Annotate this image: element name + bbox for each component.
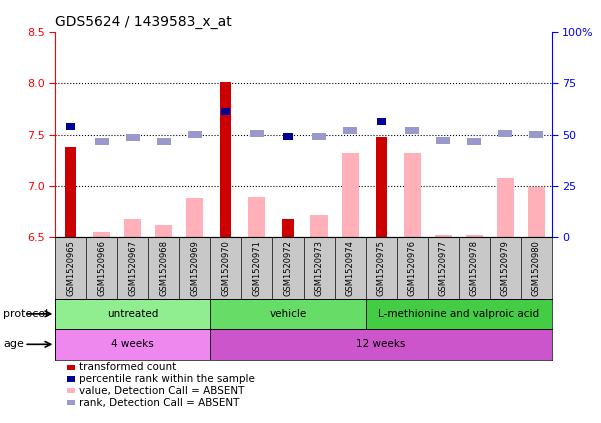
Bar [155, 225, 172, 237]
Bar [126, 134, 140, 141]
Text: GDS5624 / 1439583_x_at: GDS5624 / 1439583_x_at [55, 15, 232, 29]
Bar [435, 235, 452, 237]
Bar [210, 299, 365, 329]
Bar [528, 187, 545, 237]
Bar [282, 219, 293, 237]
Bar [529, 131, 543, 138]
Bar [405, 127, 419, 134]
Bar [55, 329, 210, 360]
Text: GSM1520965: GSM1520965 [66, 240, 75, 296]
Bar [188, 131, 202, 138]
Bar [221, 82, 231, 237]
Bar [311, 215, 328, 237]
Bar [498, 130, 512, 137]
Text: rank, Detection Call = ABSENT: rank, Detection Call = ABSENT [79, 398, 240, 408]
Bar [95, 138, 109, 146]
Bar [124, 219, 141, 237]
Text: GSM1520973: GSM1520973 [314, 240, 323, 297]
Bar [157, 138, 171, 146]
Bar [186, 198, 204, 237]
Text: GSM1520976: GSM1520976 [407, 240, 416, 297]
Text: GSM1520980: GSM1520980 [532, 240, 541, 296]
Bar [466, 235, 483, 237]
Text: GSM1520971: GSM1520971 [252, 240, 261, 296]
Bar [248, 197, 266, 237]
Bar [250, 130, 264, 137]
Text: GSM1520967: GSM1520967 [129, 240, 138, 297]
Text: L-methionine and valproic acid: L-methionine and valproic acid [378, 309, 539, 319]
Bar [341, 153, 359, 237]
Text: transformed count: transformed count [79, 362, 177, 372]
Text: GSM1520975: GSM1520975 [377, 240, 386, 296]
Bar [66, 123, 75, 130]
Text: GSM1520970: GSM1520970 [221, 240, 230, 296]
Bar [210, 329, 552, 360]
Text: GSM1520972: GSM1520972 [284, 240, 293, 296]
Bar [377, 118, 386, 125]
Bar [376, 137, 386, 237]
Text: protocol: protocol [3, 309, 48, 319]
Text: untreated: untreated [107, 309, 159, 319]
Bar [365, 299, 552, 329]
Text: vehicle: vehicle [269, 309, 307, 319]
Bar [436, 137, 450, 144]
Bar [221, 108, 230, 115]
Text: percentile rank within the sample: percentile rank within the sample [79, 374, 255, 384]
Bar [312, 133, 326, 140]
Bar [284, 133, 293, 140]
Bar [93, 232, 111, 237]
Text: GSM1520977: GSM1520977 [439, 240, 448, 297]
Text: age: age [3, 339, 24, 349]
Text: GSM1520978: GSM1520978 [469, 240, 478, 297]
Bar [403, 153, 421, 237]
Bar [66, 147, 76, 237]
Text: value, Detection Call = ABSENT: value, Detection Call = ABSENT [79, 386, 245, 396]
Text: GSM1520968: GSM1520968 [159, 240, 168, 297]
Bar [55, 299, 210, 329]
Bar [343, 127, 357, 134]
Text: 4 weeks: 4 weeks [111, 339, 154, 349]
Text: GSM1520974: GSM1520974 [346, 240, 355, 296]
Text: 12 weeks: 12 weeks [356, 339, 406, 349]
Bar [467, 138, 481, 146]
Text: GSM1520966: GSM1520966 [97, 240, 106, 297]
Bar [496, 178, 514, 237]
Text: GSM1520979: GSM1520979 [501, 240, 510, 296]
Text: GSM1520969: GSM1520969 [191, 240, 200, 296]
